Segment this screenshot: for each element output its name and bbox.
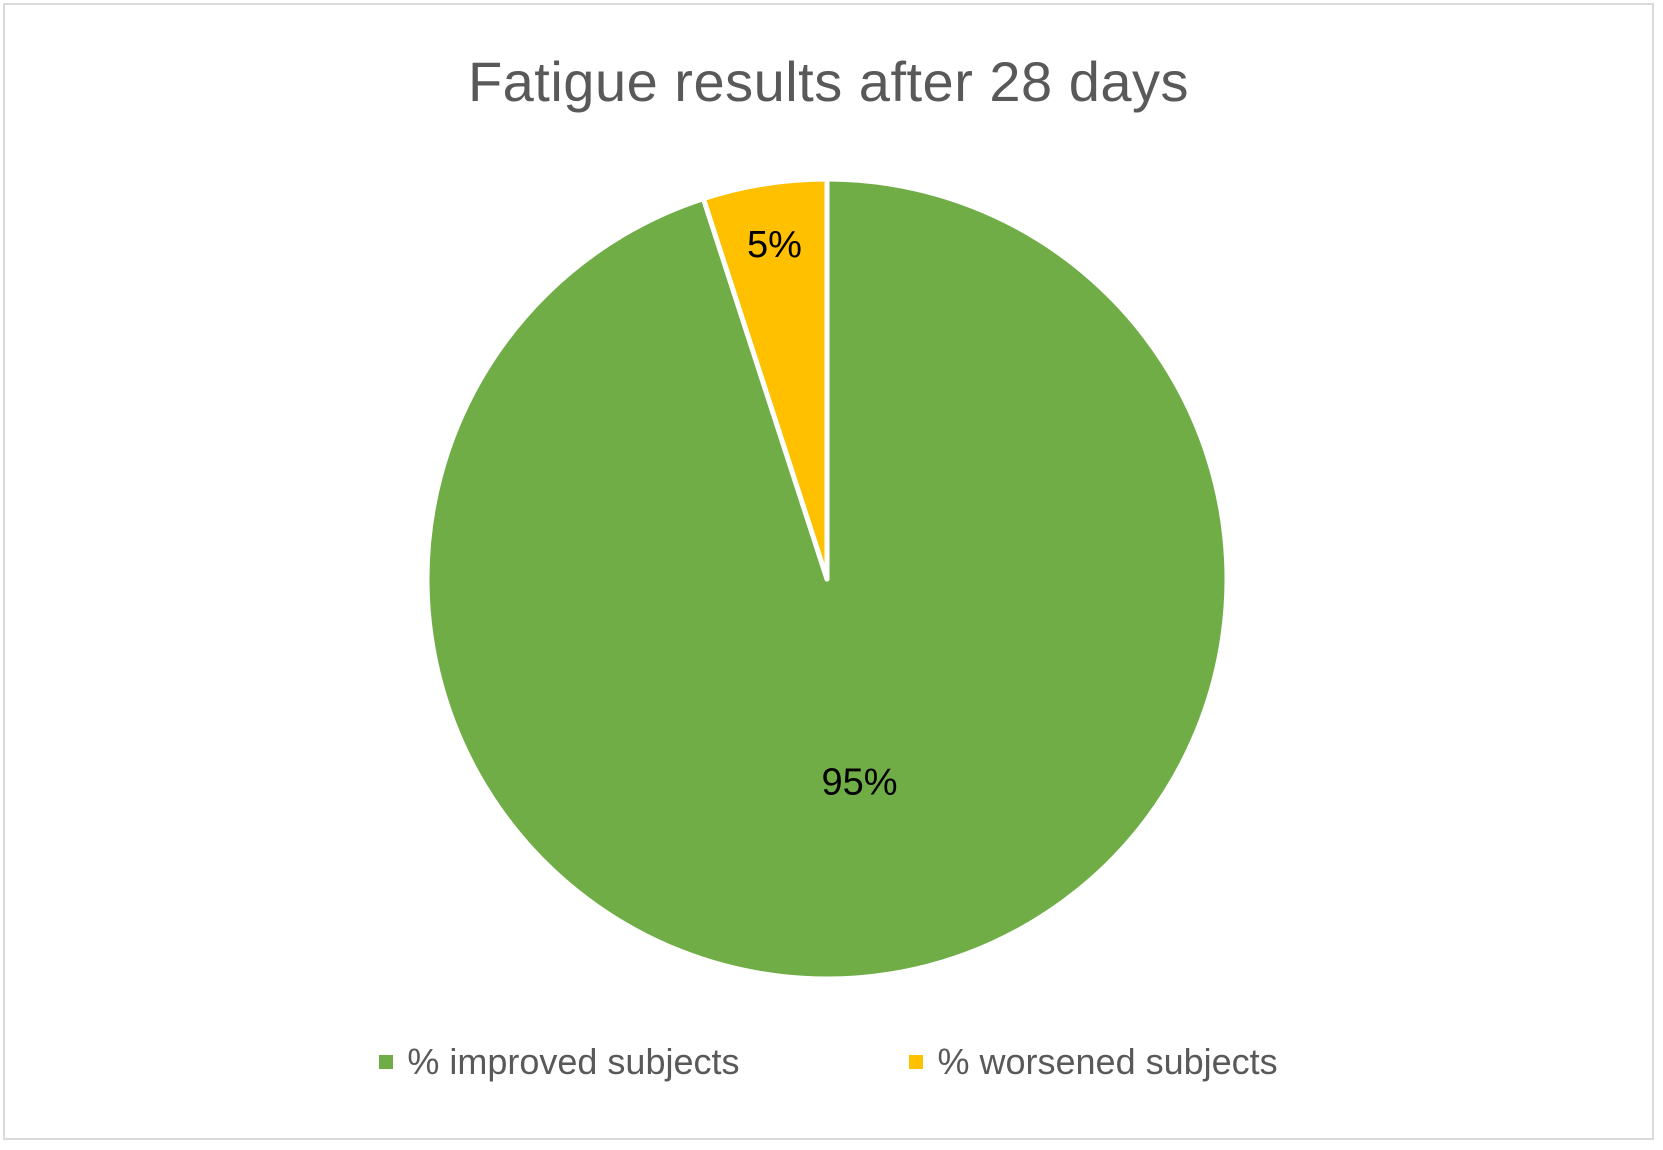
legend-item-worsened: % worsened subjects xyxy=(909,1041,1278,1083)
legend-swatch-improved xyxy=(379,1055,394,1069)
legend: % improved subjects % worsened subjects xyxy=(5,1041,1652,1083)
pie-slice-worsened xyxy=(700,176,830,582)
legend-label-worsened: % worsened subjects xyxy=(937,1041,1278,1082)
chart-title: Fatigue results after 28 days xyxy=(467,50,1190,113)
data-label-worsened: 5% xyxy=(747,224,802,266)
chart-frame: Fatigue results after 28 days 95% 5% % im… xyxy=(3,3,1654,1140)
legend-label-improved: % improved subjects xyxy=(407,1041,740,1082)
data-label-improved: 95% xyxy=(822,761,898,803)
pie-chart: 95% 5% xyxy=(424,176,1230,982)
legend-swatch-worsened xyxy=(909,1055,924,1069)
legend-item-improved: % improved subjects xyxy=(379,1041,739,1083)
